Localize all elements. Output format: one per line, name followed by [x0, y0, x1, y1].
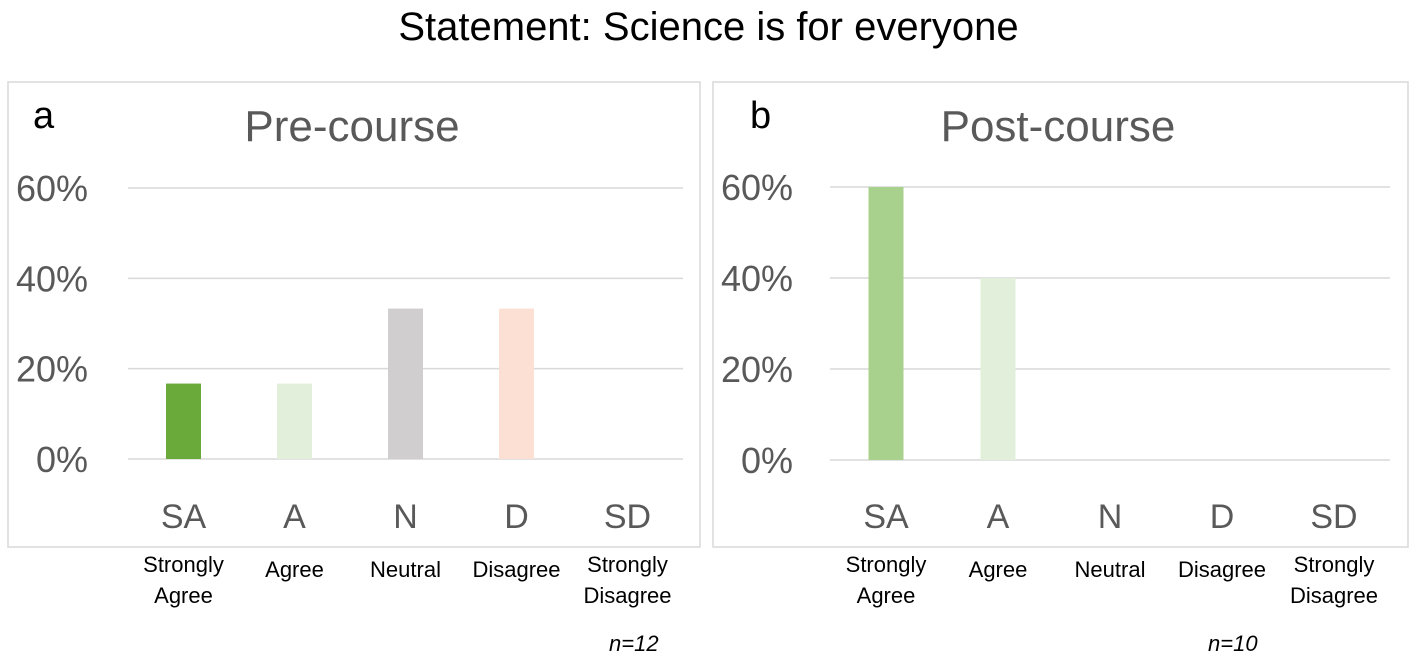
bar-a — [277, 383, 312, 459]
chart-frame — [7, 81, 701, 548]
y-tick-label: 0% — [36, 439, 88, 480]
panel-label: a — [33, 95, 55, 137]
x-tick-label: SA — [863, 498, 909, 536]
x-tick-label: A — [283, 498, 306, 536]
category-description: Agree — [265, 557, 324, 582]
x-tick-label: N — [1098, 498, 1123, 536]
y-tick-label: 60% — [16, 168, 88, 209]
category-description: Neutral — [1075, 557, 1146, 582]
category-description: Disagree — [1290, 583, 1378, 608]
bar-d — [499, 308, 534, 459]
category-description: Strongly — [587, 552, 668, 577]
x-tick-label: N — [393, 498, 418, 536]
x-tick-label: SD — [1310, 498, 1357, 536]
panel-label: b — [750, 95, 771, 137]
category-description: Agree — [857, 583, 916, 608]
chart-frame — [712, 81, 1409, 548]
category-description: Disagree — [583, 583, 671, 608]
chart-title: Post-course — [941, 102, 1176, 151]
x-tick-label: A — [987, 498, 1010, 536]
y-tick-label: 40% — [16, 258, 88, 299]
x-tick-label: SD — [604, 498, 651, 536]
y-tick-label: 20% — [16, 349, 88, 390]
category-description: Neutral — [370, 557, 441, 582]
sample-size-post-course: n=10 — [1208, 631, 1258, 656]
bar-n — [388, 308, 423, 459]
category-description: Agree — [969, 557, 1028, 582]
y-tick-label: 20% — [721, 349, 793, 390]
category-description: Disagree — [1178, 557, 1266, 582]
category-description: Disagree — [472, 557, 560, 582]
category-description: Strongly — [143, 552, 224, 577]
y-tick-label: 60% — [721, 167, 793, 208]
x-tick-label: SA — [161, 498, 207, 536]
category-description: Strongly — [1294, 552, 1375, 577]
category-description: Strongly — [846, 552, 927, 577]
y-tick-label: 0% — [741, 440, 793, 481]
bar-sa — [166, 383, 201, 459]
bar-sa — [868, 187, 904, 460]
sample-size-pre-course: n=12 — [609, 631, 659, 656]
x-tick-label: D — [504, 498, 529, 536]
chart-title: Pre-course — [244, 102, 459, 151]
bar-a — [980, 278, 1016, 460]
figure-title: Statement: Science is for everyone — [398, 5, 1019, 49]
category-description: Agree — [154, 583, 213, 608]
x-tick-label: D — [1210, 498, 1235, 536]
y-tick-label: 40% — [721, 258, 793, 299]
